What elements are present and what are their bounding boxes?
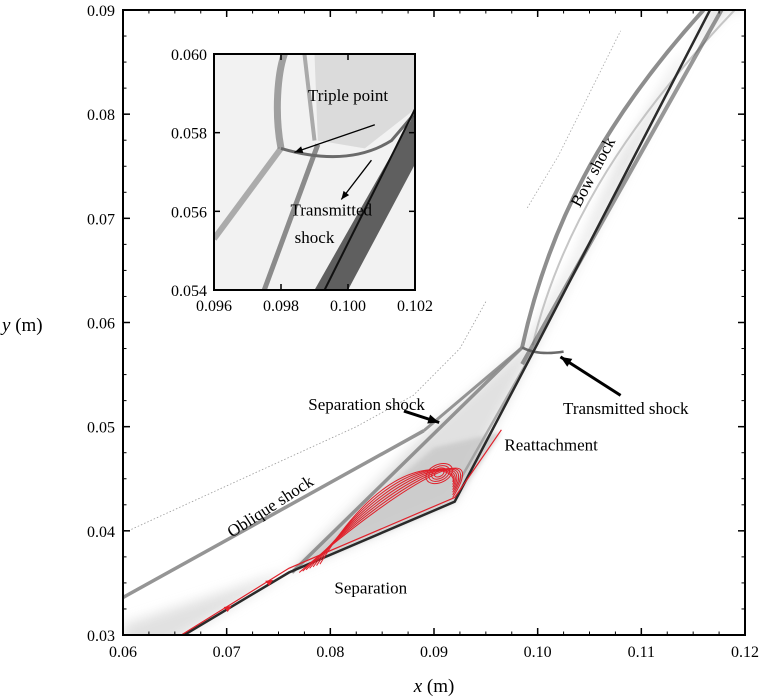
x-tick-label: 0.08 [316, 644, 344, 661]
y-tick-label: 0.04 [87, 524, 115, 541]
inset-annotations: Triple point Transmitted shock [290, 86, 388, 247]
annotation-label: Transmitted shock [563, 399, 689, 418]
recirculation-loop [428, 465, 451, 482]
bow-shock-precursor-trace [526, 30, 621, 209]
streamline-arrowhead [223, 605, 232, 612]
recirculation-loop [433, 469, 445, 478]
annotation-arrow [559, 355, 622, 397]
annotation-label: Separation [334, 578, 407, 597]
inset-annotation-label: Triple point [308, 86, 388, 105]
x-tick-label: 0.09 [420, 644, 448, 661]
separation-streamline [316, 469, 455, 566]
streamline-arrowhead [265, 579, 274, 586]
y-tick-label: 0.09 [87, 3, 115, 20]
x-tick-label: 0.12 [731, 644, 759, 661]
inset-flow-field [214, 54, 415, 290]
annotation-arrow [294, 124, 376, 153]
inset-x-tick-label: 0.096 [196, 298, 232, 315]
separation-streamline [312, 468, 456, 568]
annotation-label: Separation shock [308, 395, 425, 414]
inset-x-tick-label: 0.098 [263, 298, 299, 315]
inset-separation-shock [261, 143, 321, 290]
oblique-shock [123, 429, 425, 600]
inset-axis-ticks: 0.096 0.098 0.100 0.102 0.054 0.056 0.058 0.060 [171, 47, 433, 315]
inset-annotation-label: Transmitted [290, 200, 372, 219]
inset-plot-frame [213, 53, 416, 291]
inset-bow-shock [273, 54, 288, 150]
recirculation-loop [431, 467, 448, 480]
annotation-arrowhead [427, 414, 440, 424]
y-tick-label: 0.03 [87, 628, 115, 645]
inset-bow-shock-secondary [302, 54, 317, 141]
inset-y-tick-label: 0.054 [171, 283, 207, 300]
x-tick-label: 0.11 [628, 644, 655, 661]
inset-incident-shock [214, 146, 284, 241]
inset-x-tick-label: 0.102 [397, 298, 433, 315]
annotation-arrowhead [294, 146, 304, 153]
separation-streamline [305, 468, 459, 571]
recirculation-loop [425, 462, 453, 485]
inset-x-tick-label: 0.100 [330, 298, 366, 315]
y-axis-title: y (m) [0, 315, 43, 336]
main-flow-field [123, 10, 745, 635]
x-axis-title: x (m) [413, 676, 455, 697]
transmitted-shock [521, 346, 564, 355]
y-tick-label: 0.07 [87, 211, 115, 228]
shock-intersection-segment [422, 346, 524, 432]
x-tick-label: 0.07 [213, 644, 241, 661]
bow-shock [520, 10, 706, 348]
inset-wall-line [323, 108, 415, 290]
inset-annotation-label: shock [295, 228, 335, 247]
ramp-wall [181, 10, 712, 635]
annotation-arrowhead [341, 190, 350, 200]
main-axis-ticks: 0.06 0.07 0.08 0.09 0.10 0.11 0.12 0.03 0.04 0.05… [87, 3, 759, 661]
annotation-arrowhead [560, 356, 573, 367]
x-tick-label: 0.10 [524, 644, 552, 661]
x-tick-label: 0.06 [109, 644, 137, 661]
second-ramp-shear-layer [520, 10, 724, 366]
separation-streamline [319, 469, 454, 565]
separation-streamline [298, 467, 464, 573]
y-tick-label: 0.08 [87, 107, 115, 124]
upstream-trace [128, 301, 487, 532]
y-tick-label: 0.05 [87, 420, 115, 437]
bow-shock-inner [531, 10, 736, 346]
separation-shock [290, 346, 524, 574]
separation-streamline [302, 467, 462, 572]
separation-streamline [309, 468, 458, 569]
annotation-label: Reattachment [504, 436, 598, 455]
inset-reflected-region [314, 54, 415, 149]
y-tick-label: 0.06 [87, 316, 115, 333]
inset-y-tick-label: 0.056 [171, 204, 207, 221]
inset-y-tick-label: 0.060 [171, 47, 207, 64]
streamlines [180, 429, 502, 635]
inset-y-tick-label: 0.058 [171, 126, 207, 143]
